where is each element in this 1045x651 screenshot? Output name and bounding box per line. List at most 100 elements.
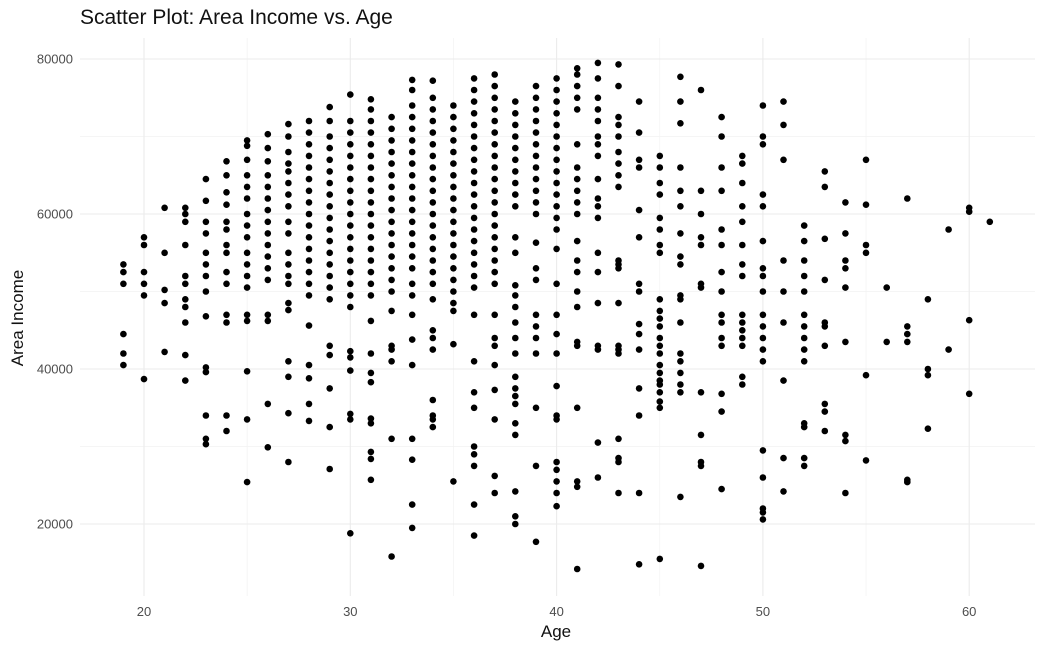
data-point bbox=[553, 133, 560, 140]
data-point bbox=[285, 230, 292, 237]
data-point bbox=[635, 346, 643, 353]
data-point bbox=[965, 316, 973, 324]
data-point bbox=[305, 257, 313, 264]
data-point bbox=[388, 113, 395, 121]
data-point bbox=[408, 86, 416, 94]
data-point bbox=[739, 334, 746, 342]
data-point bbox=[223, 172, 230, 179]
data-point bbox=[326, 144, 334, 152]
data-point bbox=[450, 137, 457, 144]
data-point bbox=[677, 187, 684, 195]
data-point bbox=[677, 358, 684, 365]
data-point bbox=[367, 96, 375, 103]
data-point bbox=[594, 117, 602, 125]
data-point bbox=[615, 121, 622, 129]
data-point bbox=[553, 191, 560, 198]
data-point bbox=[532, 94, 540, 102]
data-point bbox=[491, 386, 499, 394]
data-point bbox=[429, 334, 437, 342]
data-point bbox=[305, 175, 313, 183]
data-point bbox=[202, 440, 210, 448]
data-point bbox=[512, 420, 519, 427]
data-point bbox=[326, 203, 334, 210]
data-point bbox=[677, 164, 684, 171]
data-point bbox=[202, 218, 210, 226]
data-point bbox=[800, 334, 808, 342]
data-point bbox=[677, 230, 684, 237]
data-point bbox=[367, 210, 375, 218]
data-point bbox=[491, 71, 499, 78]
data-point bbox=[388, 148, 395, 156]
data-point bbox=[573, 187, 581, 195]
data-point bbox=[615, 82, 622, 90]
data-point bbox=[573, 210, 581, 218]
data-point bbox=[759, 311, 767, 319]
data-point bbox=[635, 288, 643, 295]
data-point bbox=[367, 129, 375, 136]
data-point bbox=[347, 268, 354, 276]
data-point bbox=[450, 276, 457, 284]
data-point bbox=[594, 141, 602, 148]
data-point bbox=[553, 458, 560, 466]
data-point bbox=[264, 206, 272, 214]
data-point bbox=[408, 253, 416, 260]
data-point bbox=[512, 319, 519, 326]
data-point bbox=[924, 425, 932, 433]
data-point bbox=[697, 562, 705, 570]
data-point bbox=[491, 210, 499, 218]
data-point bbox=[326, 261, 334, 268]
data-point bbox=[594, 346, 602, 353]
data-point bbox=[408, 125, 416, 133]
data-point bbox=[594, 214, 602, 222]
data-point bbox=[883, 338, 890, 346]
data-point bbox=[862, 241, 870, 249]
data-point bbox=[347, 129, 354, 136]
data-point bbox=[697, 389, 705, 396]
data-point bbox=[532, 117, 540, 125]
data-point bbox=[594, 106, 602, 113]
data-point bbox=[512, 385, 519, 392]
data-point bbox=[305, 322, 313, 329]
x-axis-ticks: 20 30 40 50 60 bbox=[137, 604, 977, 619]
data-point bbox=[347, 164, 354, 171]
data-point bbox=[367, 369, 375, 377]
data-point bbox=[491, 82, 499, 90]
data-point bbox=[656, 334, 664, 342]
data-point bbox=[512, 292, 519, 299]
data-point bbox=[594, 203, 602, 210]
data-point bbox=[800, 323, 808, 330]
data-point bbox=[739, 218, 746, 226]
data-point bbox=[491, 489, 499, 497]
data-point bbox=[140, 268, 148, 276]
data-point bbox=[862, 457, 870, 464]
data-point bbox=[182, 204, 189, 212]
x-tick-label: 20 bbox=[137, 604, 151, 619]
data-point bbox=[347, 234, 354, 241]
data-point bbox=[305, 210, 313, 218]
data-point bbox=[367, 455, 375, 463]
data-point bbox=[965, 208, 973, 215]
data-point bbox=[388, 253, 395, 260]
data-point bbox=[615, 172, 622, 179]
data-point bbox=[594, 268, 602, 276]
data-point bbox=[285, 272, 292, 280]
data-point bbox=[367, 175, 375, 183]
data-point bbox=[677, 203, 684, 210]
x-tick-label: 30 bbox=[343, 604, 357, 619]
data-point bbox=[532, 311, 540, 319]
data-point bbox=[512, 303, 519, 311]
x-tick-label: 50 bbox=[756, 604, 770, 619]
data-point bbox=[470, 249, 478, 257]
data-point bbox=[759, 474, 767, 481]
data-point bbox=[718, 319, 725, 326]
data-point bbox=[367, 199, 375, 206]
data-point bbox=[532, 276, 540, 284]
data-point bbox=[635, 156, 643, 164]
data-point bbox=[470, 311, 478, 319]
data-point bbox=[718, 187, 725, 195]
data-point bbox=[326, 284, 334, 291]
data-point bbox=[491, 472, 499, 480]
data-point bbox=[347, 530, 354, 537]
data-point bbox=[388, 346, 395, 353]
data-point bbox=[429, 396, 437, 404]
